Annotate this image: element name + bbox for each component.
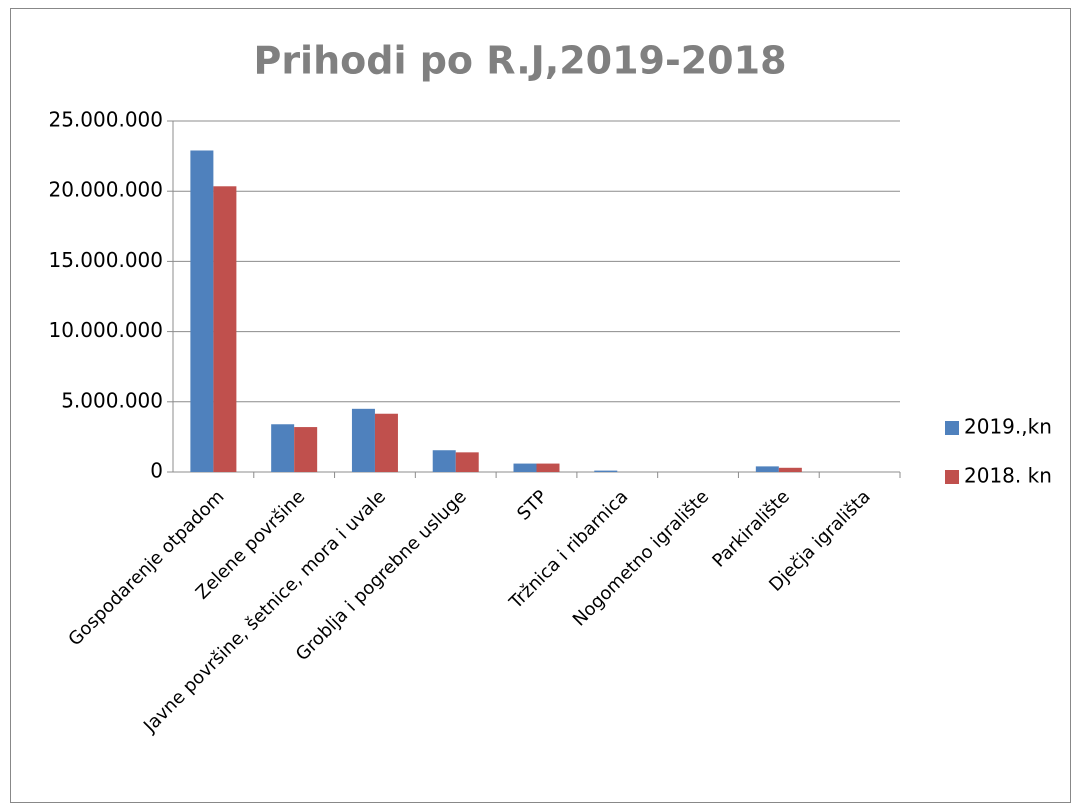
y-tick-label: 5.000.000 xyxy=(61,388,163,412)
legend-label: 2019.,kn xyxy=(964,415,1052,439)
bar xyxy=(190,150,214,472)
bar xyxy=(271,424,295,472)
legend-swatch xyxy=(945,421,959,435)
bar xyxy=(755,466,779,472)
legend-swatch xyxy=(945,470,959,484)
bar xyxy=(513,463,537,472)
y-tick-label: 25.000.000 xyxy=(48,108,163,132)
y-tick-label: 20.000.000 xyxy=(48,178,163,202)
bar xyxy=(455,452,479,472)
y-tick-label: 10.000.000 xyxy=(48,318,163,342)
y-tick-label: 0 xyxy=(150,459,163,483)
bar xyxy=(374,413,398,472)
bar xyxy=(294,427,318,472)
bar xyxy=(432,450,456,472)
bar xyxy=(536,463,560,472)
bar xyxy=(778,467,802,472)
bar xyxy=(351,408,375,472)
bar xyxy=(213,186,237,472)
bar xyxy=(594,470,618,472)
chart-border xyxy=(10,8,1071,803)
legend-label: 2018. kn xyxy=(964,464,1052,488)
y-tick-label: 15.000.000 xyxy=(48,248,163,272)
chart-title: Prihodi po R.J,2019-2018 xyxy=(253,39,786,83)
